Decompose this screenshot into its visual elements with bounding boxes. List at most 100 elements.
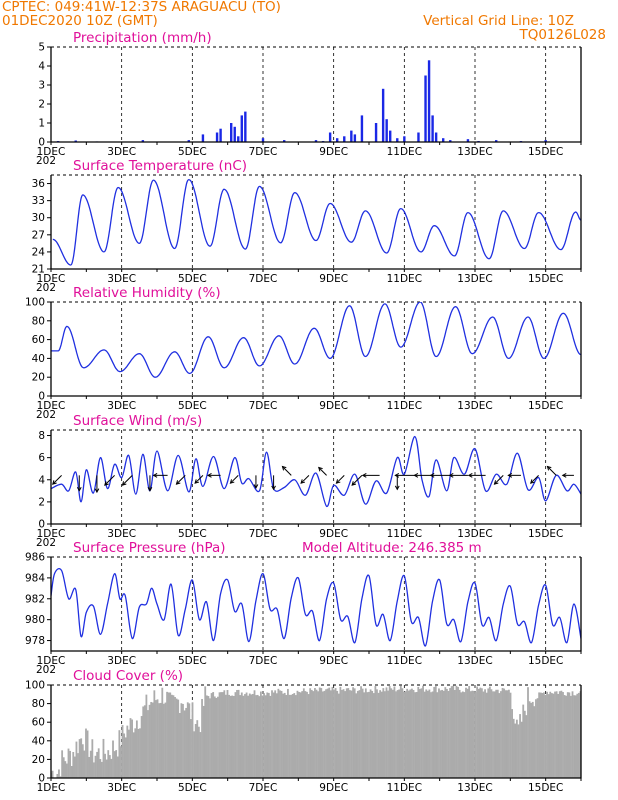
- cloud-bar: [423, 691, 426, 778]
- cloud-bar: [204, 686, 207, 778]
- cloud-bar: [352, 687, 354, 778]
- plot-area: [51, 435, 581, 507]
- cloud-bar: [115, 750, 118, 778]
- cloud-bar: [306, 691, 308, 778]
- cloud-bar: [538, 692, 541, 778]
- wind-arrow-head: [413, 472, 419, 478]
- cloud-bar: [116, 756, 119, 778]
- cloud-bar: [59, 776, 62, 778]
- y-tick-label: 60: [32, 717, 45, 729]
- cloud-bar: [571, 691, 574, 778]
- cloud-bar: [161, 687, 164, 778]
- cloud-bar: [438, 688, 440, 778]
- cloud-bar: [508, 689, 510, 778]
- cloud-bar: [225, 694, 227, 778]
- cloud-bar: [113, 751, 116, 778]
- cloud-bar: [315, 689, 318, 778]
- cloud-bar: [570, 695, 572, 778]
- x-tick-label: 15DEC: [528, 528, 563, 540]
- cloud-bar: [175, 698, 178, 778]
- wind-arrow-head: [94, 488, 100, 494]
- x-tick-label: 13DEC: [457, 782, 492, 794]
- cloud-bar: [546, 691, 548, 778]
- wind-arrow-head: [394, 485, 400, 491]
- cloud-bar: [244, 694, 246, 778]
- cloud-bar: [350, 690, 353, 778]
- series-line: [52, 178, 581, 266]
- wind-arrow: [52, 474, 62, 485]
- y-tick-label: 980: [25, 614, 45, 626]
- cloud-bar: [399, 685, 402, 778]
- cloud-bar: [404, 691, 407, 778]
- cloud-bar: [447, 690, 450, 778]
- series-line: [51, 567, 581, 647]
- cloud-bar: [398, 689, 401, 778]
- cloud-bar: [271, 690, 273, 778]
- precip-bar: [314, 140, 318, 142]
- cloud-bar: [178, 713, 181, 778]
- plot-area: [51, 685, 581, 778]
- cloud-bar: [153, 690, 156, 778]
- cloud-bar: [379, 690, 382, 778]
- wind-arrow: [494, 474, 504, 485]
- cloud-bar: [333, 689, 335, 778]
- cloud-bar: [412, 689, 415, 778]
- cloud-bar: [212, 692, 215, 778]
- cloud-bar: [376, 689, 378, 778]
- wind-arrow-head: [206, 472, 212, 478]
- cloud-bar: [528, 701, 531, 778]
- cloud-bar: [174, 697, 176, 778]
- cloud-bar: [256, 694, 259, 778]
- x-tick-label: 11DEC: [387, 400, 422, 412]
- x-year-label: 202: [36, 664, 56, 676]
- cloud-bar: [565, 695, 568, 778]
- wind-arrow: [547, 466, 557, 476]
- cloud-bar: [512, 718, 515, 778]
- cloud-bar: [385, 687, 388, 778]
- x-tick-label: 1DEC: [37, 146, 66, 158]
- cloud-bar: [468, 686, 471, 778]
- x-tick-label: 7DEC: [249, 528, 278, 540]
- cloud-bar: [509, 692, 512, 778]
- precip-bar: [466, 139, 470, 142]
- cloud-bar: [280, 690, 283, 778]
- series-line: [51, 302, 581, 378]
- cloud-bar: [83, 750, 86, 778]
- cloud-bar: [414, 692, 417, 778]
- wind-arrow-head: [394, 472, 400, 478]
- cloud-bar: [213, 696, 216, 778]
- cloud-bar: [264, 695, 267, 778]
- x-tick-label: 1DEC: [37, 400, 66, 412]
- cloud-bar: [314, 688, 316, 778]
- cloud-bar: [124, 737, 127, 778]
- cloud-bar: [433, 687, 436, 778]
- x-tick-label: 13DEC: [457, 146, 492, 158]
- cloud-bar: [275, 693, 278, 778]
- cloud-bar: [269, 695, 272, 778]
- panel-3: 0 20 40 60 80 100 1DEC 3DEC 5DEC 7DEC 9DEC 11DEC 13D…: [25, 285, 582, 421]
- cloud-bar: [554, 691, 556, 778]
- cloud-bar: [252, 693, 254, 778]
- precip-bar: [403, 136, 406, 142]
- cloud-bar: [66, 763, 68, 778]
- wind-arrow: [318, 467, 327, 476]
- cloud-bar: [188, 703, 191, 778]
- panel-title: Surface Wind (m/s): [73, 413, 202, 429]
- cloud-bar: [232, 696, 235, 778]
- cloud-bar: [460, 692, 463, 778]
- precip-bar: [215, 132, 219, 142]
- precip-bar: [283, 140, 286, 142]
- precip-bar: [417, 132, 420, 142]
- cloud-bar: [104, 753, 106, 778]
- wind-arrow-head: [351, 481, 357, 486]
- x-tick-label: 1DEC: [37, 655, 66, 667]
- y-tick-label: 2: [38, 496, 45, 508]
- cloud-bar: [349, 690, 351, 778]
- cloud-bar: [441, 689, 444, 778]
- cloud-bar: [177, 699, 180, 778]
- cloud-bar: [530, 702, 533, 778]
- cloud-bar: [535, 699, 537, 778]
- cloud-bar: [514, 723, 517, 778]
